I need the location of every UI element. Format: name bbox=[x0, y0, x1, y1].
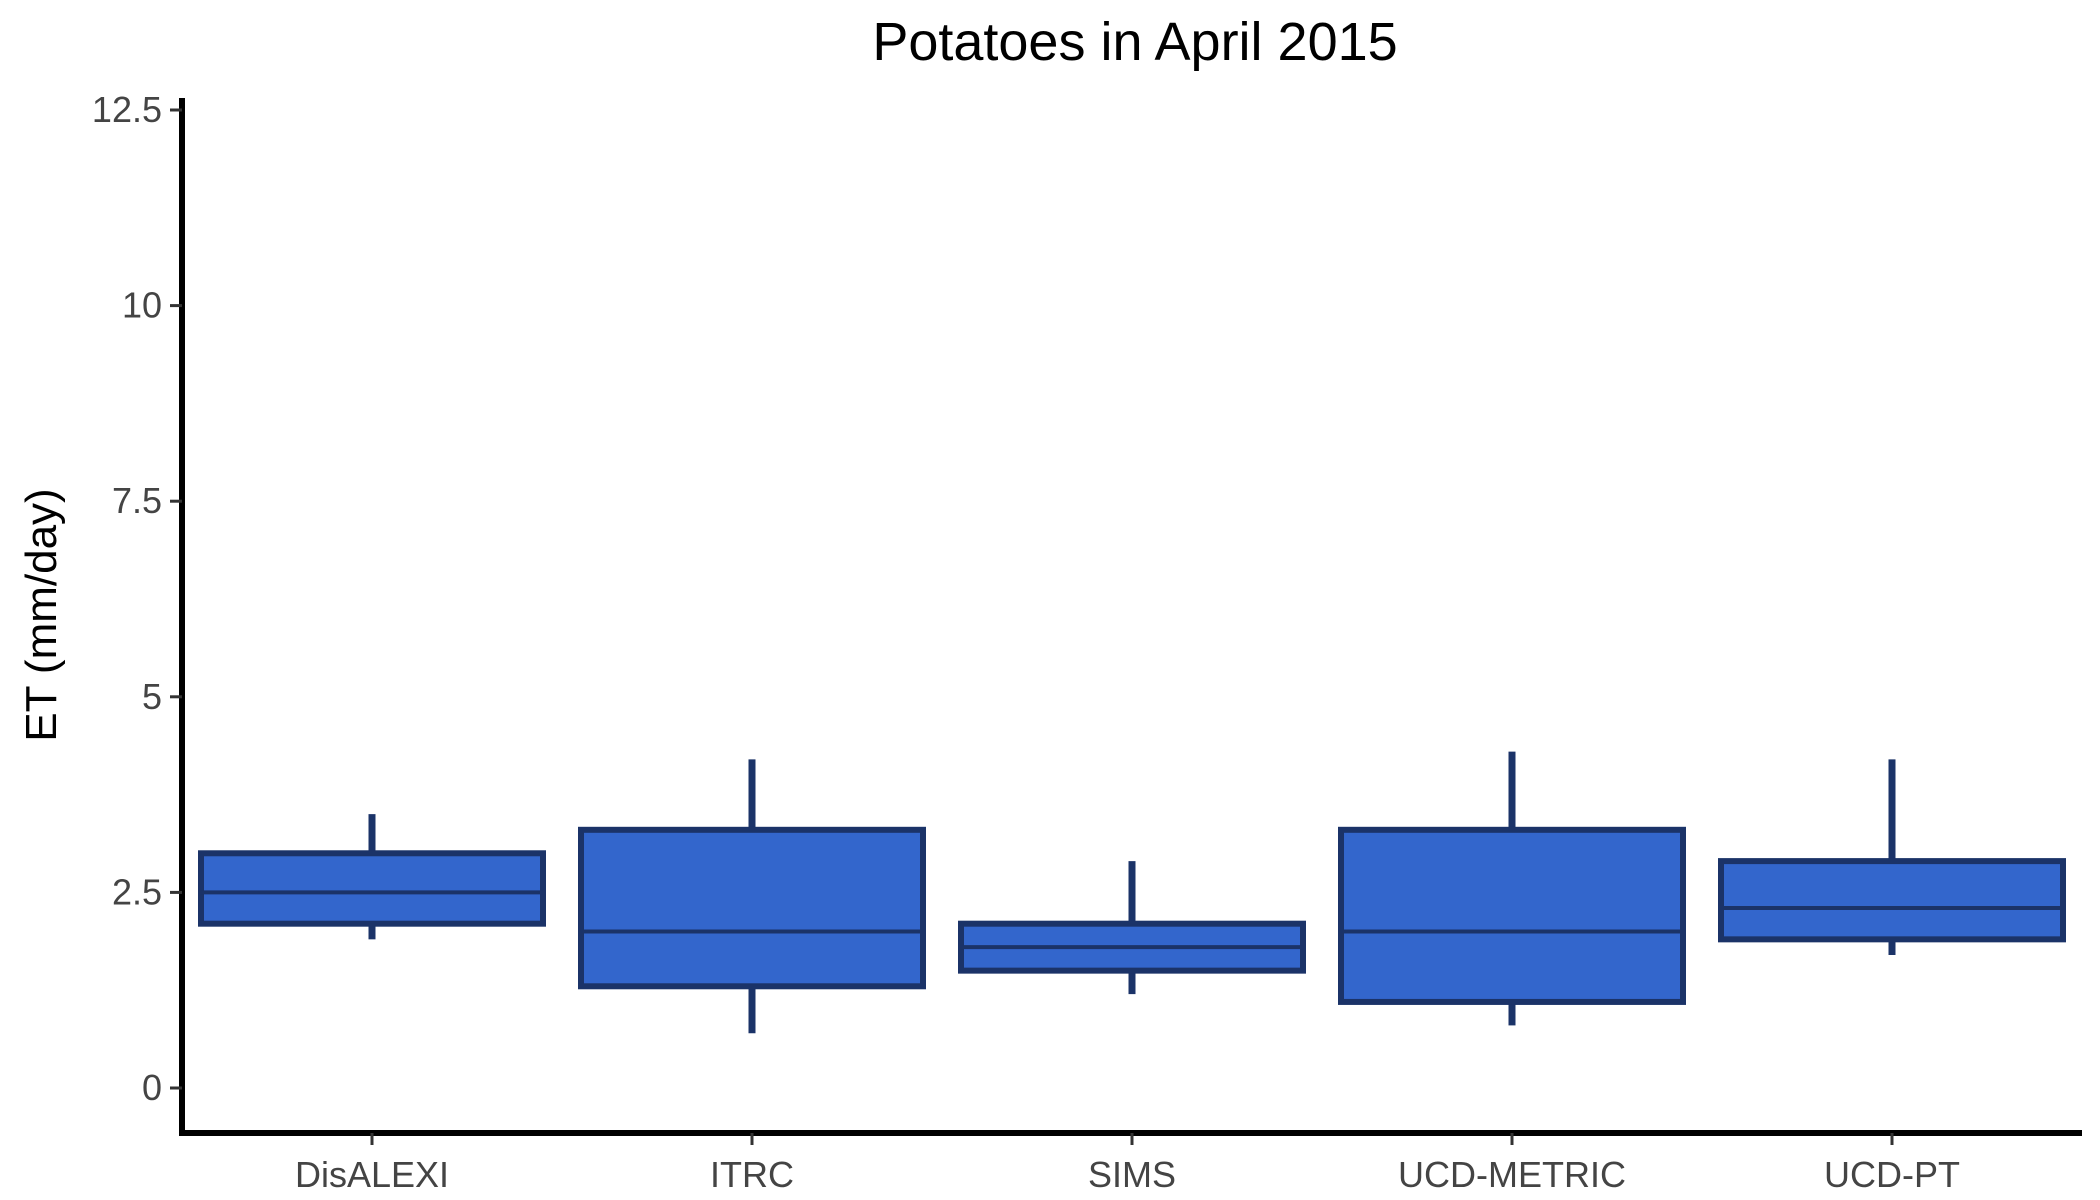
x-tick-label: UCD-METRIC bbox=[1398, 1154, 1626, 1195]
box-itrc bbox=[578, 826, 926, 990]
x-tick-label: DisALEXI bbox=[295, 1154, 449, 1195]
box-ucd-pt bbox=[1718, 858, 2066, 943]
box-ucd-metric bbox=[1338, 826, 1686, 1005]
x-tick-label: SIMS bbox=[1088, 1154, 1176, 1195]
box-disalexi bbox=[198, 850, 546, 927]
x-tick-label: ITRC bbox=[710, 1154, 794, 1195]
y-axis-label: ET (mm/day) bbox=[17, 488, 66, 741]
chart-marks: 0 2.5 5 7.5 10 12.5 DisALEXI ITRC SIMS UCD-METRIC… bbox=[92, 89, 2082, 1195]
y-tick-label: 5 bbox=[142, 676, 162, 717]
y-tick-label: 2.5 bbox=[112, 871, 162, 912]
chart-title: Potatoes in April 2015 bbox=[872, 12, 1397, 72]
y-tick-label: 10 bbox=[122, 285, 162, 326]
y-tick-label: 12.5 bbox=[92, 89, 162, 130]
y-tick-label: 0 bbox=[142, 1067, 162, 1108]
x-tick-label: UCD-PT bbox=[1824, 1154, 1960, 1195]
y-tick-label: 7.5 bbox=[112, 480, 162, 521]
